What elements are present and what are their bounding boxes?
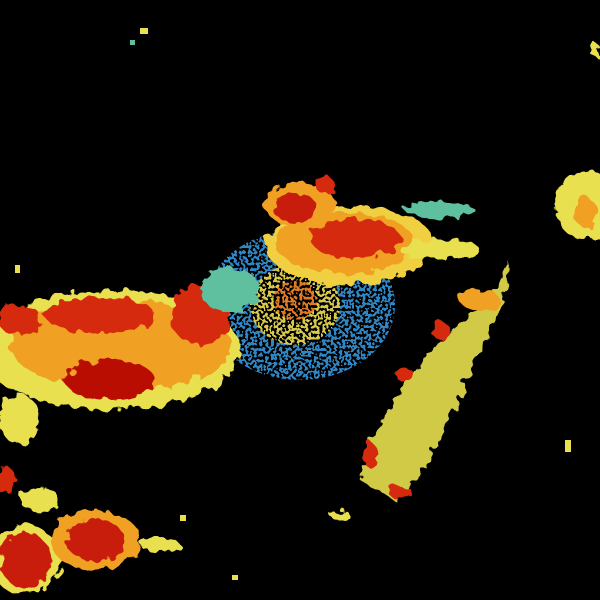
north-storm <box>265 177 480 285</box>
west-band <box>0 268 260 445</box>
east-line <box>330 262 510 520</box>
stray-echoes <box>15 28 571 580</box>
northeast-edge <box>555 44 600 240</box>
southwest-cells <box>0 466 180 595</box>
